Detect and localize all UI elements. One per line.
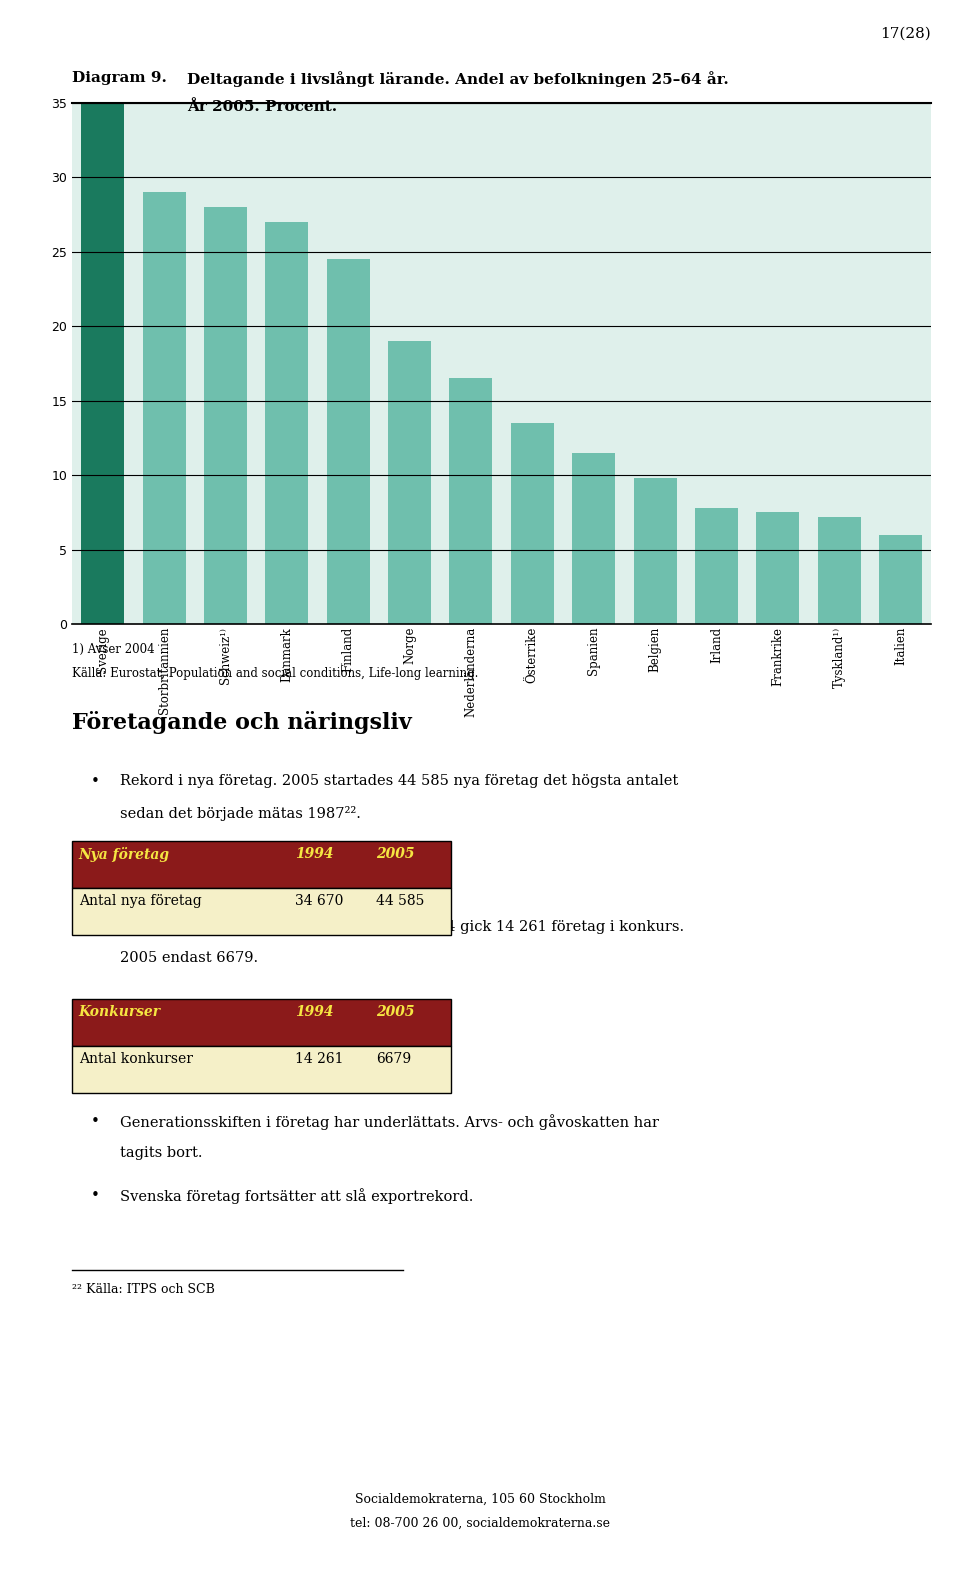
Bar (756, 512, 800, 624)
Text: 2005: 2005 (376, 1005, 415, 1019)
Text: Företagande och näringsliv: Företagande och näringsliv (72, 711, 412, 735)
Bar (82, 103, 124, 624)
Bar (818, 517, 860, 624)
Text: •: • (91, 920, 100, 934)
Text: •: • (91, 1114, 100, 1128)
Bar (204, 207, 247, 624)
Text: 1) Avser 2004: 1) Avser 2004 (72, 643, 155, 656)
Text: 17(28): 17(28) (880, 27, 931, 41)
Bar (634, 479, 677, 624)
Bar (695, 507, 738, 624)
Text: Konkurserna har halverats sedan 1994. 1994 gick 14 261 företag i konkurs.: Konkurserna har halverats sedan 1994. 19… (120, 920, 684, 934)
Bar (388, 341, 431, 624)
Text: År 2005. Procent.: År 2005. Procent. (187, 100, 337, 114)
Text: Rekord i nya företag. 2005 startades 44 585 nya företag det högsta antalet: Rekord i nya företag. 2005 startades 44 … (120, 774, 679, 788)
Text: 1994: 1994 (295, 847, 333, 861)
Text: Konkurser: Konkurser (79, 1005, 160, 1019)
Text: Svenska företag fortsätter att slå exportrekord.: Svenska företag fortsätter att slå expor… (120, 1188, 473, 1204)
Text: Generationsskiften i företag har underlättats. Arvs- och gåvoskatten har: Generationsskiften i företag har underlä… (120, 1114, 659, 1130)
Bar (572, 453, 615, 624)
Text: 44 585: 44 585 (376, 894, 424, 908)
Text: 14 261: 14 261 (295, 1052, 344, 1066)
Text: Nya företag: Nya företag (79, 847, 170, 861)
Text: Källa: ITPS och SCB: Källa: ITPS och SCB (72, 1065, 215, 1079)
Text: tel: 08-700 26 00, socialdemokraterna.se: tel: 08-700 26 00, socialdemokraterna.se (350, 1517, 610, 1529)
Bar (511, 423, 554, 624)
Text: 6679: 6679 (376, 1052, 412, 1066)
Text: 2005: 2005 (376, 847, 415, 861)
Text: Diagram 9.: Diagram 9. (72, 71, 167, 85)
Text: 2005 endast 6679.: 2005 endast 6679. (120, 951, 258, 965)
Bar (265, 221, 308, 624)
Text: Antal nya företag: Antal nya företag (79, 894, 202, 908)
Text: •: • (91, 774, 100, 788)
Text: ²² Källa: ITPS och SCB: ²² Källa: ITPS och SCB (72, 1283, 215, 1296)
Text: 34 670: 34 670 (295, 894, 343, 908)
Bar (326, 259, 370, 624)
Text: Källa: Eurostat, Population and social conditions, Life-long learning.: Källa: Eurostat, Population and social c… (72, 667, 478, 679)
Bar (879, 534, 922, 624)
Text: 1994: 1994 (295, 1005, 333, 1019)
Text: sedan det började mätas 1987²².: sedan det började mätas 1987²². (120, 806, 361, 820)
Bar (449, 378, 492, 624)
Text: Antal konkurser: Antal konkurser (79, 1052, 193, 1066)
Text: tagits bort.: tagits bort. (120, 1146, 203, 1160)
Text: Deltagande i livslångt lärande. Andel av befolkningen 25–64 år.: Deltagande i livslångt lärande. Andel av… (187, 71, 729, 87)
Bar (143, 193, 185, 624)
Text: Socialdemokraterna, 105 60 Stockholm: Socialdemokraterna, 105 60 Stockholm (354, 1493, 606, 1506)
Text: •: • (91, 1188, 100, 1202)
